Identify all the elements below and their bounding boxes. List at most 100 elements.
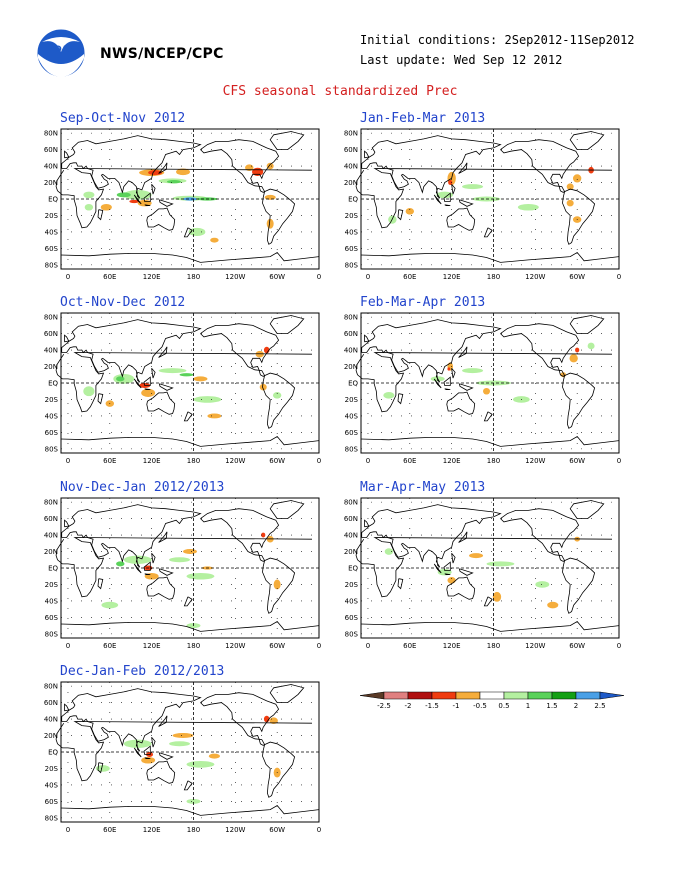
- coastline: [569, 315, 605, 335]
- panel-title: Oct-Nov-Dec 2012: [60, 295, 186, 310]
- lat-tick-label: 60S: [345, 614, 359, 622]
- lon-tick-label: 180: [487, 457, 500, 465]
- anomaly-region: [123, 739, 152, 748]
- anomaly-region: [252, 167, 264, 176]
- coastline: [200, 323, 280, 377]
- lon-tick-label: 120E: [143, 457, 161, 465]
- colorbar-label: -2: [405, 702, 412, 710]
- coastline: [143, 192, 151, 202]
- lon-tick-label: 60E: [403, 273, 416, 281]
- anomaly-region: [207, 413, 222, 419]
- lat-tick-label: 40N: [44, 347, 58, 355]
- coastline: [446, 391, 476, 415]
- anomaly-region: [188, 227, 206, 237]
- lat-tick-label: 40N: [44, 532, 58, 540]
- lat-tick-label: EQ: [48, 565, 58, 573]
- anomaly-region: [186, 761, 215, 768]
- lon-tick-label: 180: [187, 642, 200, 650]
- lat-tick-label: 40S: [45, 412, 59, 420]
- coastline: [158, 531, 168, 543]
- coastline: [364, 150, 370, 159]
- lon-tick-label: 120W: [525, 273, 545, 281]
- coastline: [458, 162, 468, 174]
- anomaly-region: [547, 601, 559, 609]
- lon-tick-label: 120W: [225, 642, 245, 650]
- colorbar-swatch: [503, 691, 529, 700]
- lon-tick-label: 0: [66, 642, 70, 650]
- svg-text:NOAA: NOAA: [47, 45, 76, 55]
- panel-title: Feb-Mar-Apr 2013: [360, 295, 486, 310]
- colorbar-swatch: [359, 691, 385, 700]
- coastline: [144, 757, 151, 759]
- coastline: [144, 204, 151, 206]
- anomaly-region: [186, 572, 215, 580]
- coastline: [360, 620, 620, 632]
- lat-tick-label: 60N: [44, 515, 58, 523]
- lat-tick-label: 40N: [344, 532, 358, 540]
- coastline: [144, 573, 151, 575]
- colorbar-label: -1.5: [425, 702, 439, 710]
- anomaly-region: [148, 170, 163, 176]
- coastline: [64, 150, 70, 159]
- map-frame: [60, 497, 320, 639]
- lat-tick-label: 20N: [344, 363, 358, 371]
- colorbar-swatch: [527, 691, 553, 700]
- coastline: [143, 376, 151, 386]
- lon-tick-label: 0: [366, 273, 370, 281]
- anomaly-region: [462, 368, 484, 374]
- anomaly-region: [405, 208, 414, 215]
- lat-tick-label: 40N: [44, 716, 58, 724]
- anomaly-region: [273, 579, 281, 590]
- anomaly-region: [272, 392, 282, 399]
- anomaly-region: [448, 180, 453, 185]
- colorbar-swatch: [551, 691, 577, 700]
- anomaly-region: [169, 741, 190, 747]
- coastline: [200, 139, 280, 193]
- precip-map-panel: 80N 60N 40N 20N EQ 20S 40S 60S 80S 0 60E 120E 180 120…: [44, 312, 321, 465]
- lat-tick-label: 20N: [44, 179, 58, 187]
- anomaly-region: [129, 199, 140, 204]
- lat-tick-label: 20S: [45, 396, 59, 404]
- anomaly-region: [183, 197, 197, 201]
- colorbar-swatch: [575, 691, 601, 700]
- coastline: [64, 519, 70, 528]
- coastline: [146, 576, 176, 600]
- coastline: [146, 207, 176, 231]
- coastline: [64, 703, 70, 712]
- lon-tick-label: 60W: [269, 273, 285, 281]
- lat-tick-label: 80N: [44, 130, 58, 138]
- anomaly-region: [186, 798, 201, 804]
- coastline: [133, 194, 142, 205]
- anomaly-region: [259, 383, 267, 391]
- lat-tick-label: 60S: [45, 245, 59, 253]
- noaa-logo-icon: NOAA: [36, 28, 86, 78]
- coastline: [458, 383, 474, 391]
- coastline: [60, 804, 320, 816]
- coastline: [444, 204, 451, 206]
- anomaly-region: [183, 549, 197, 554]
- anomaly-region: [123, 555, 152, 564]
- colorbar-label: -1: [453, 702, 460, 710]
- anomaly-region: [83, 386, 95, 397]
- lat-tick-label: 60N: [344, 515, 358, 523]
- map-frame: [60, 128, 320, 270]
- coastline: [500, 323, 580, 377]
- lat-tick-label: 40N: [344, 347, 358, 355]
- lon-tick-label: 180: [187, 273, 200, 281]
- lon-tick-label: 0: [317, 457, 321, 465]
- coastline: [158, 715, 168, 727]
- lat-tick-label: EQ: [348, 565, 358, 573]
- anomaly-region: [116, 192, 131, 198]
- coastline: [458, 568, 474, 576]
- precip-map-panel: 80N 60N 40N 20N EQ 20S 40S 60S 80S 0 60E 120E 180 120…: [344, 312, 621, 465]
- lat-tick-label: 20S: [345, 396, 359, 404]
- map-frame: [360, 497, 620, 639]
- lat-tick-label: 40N: [44, 163, 58, 171]
- coastline: [146, 391, 176, 415]
- anomaly-region: [447, 367, 451, 371]
- coastline: [144, 388, 151, 390]
- anomaly-region: [208, 753, 220, 759]
- map-frame: [360, 312, 620, 454]
- lat-tick-label: EQ: [48, 380, 58, 388]
- coastline: [97, 393, 104, 405]
